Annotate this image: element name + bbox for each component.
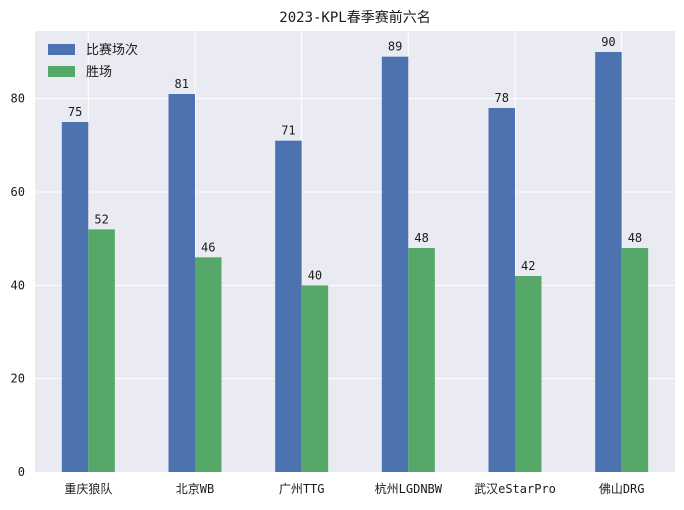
value-label-series-0-5: 90 xyxy=(601,35,615,49)
x-tick-label: 武汉eStarPro xyxy=(474,482,556,496)
x-tick-layer: 重庆狼队 北京WB 广州TTG 杭州LGDNBW 武汉eStarPro 佛山DRG xyxy=(64,481,644,496)
bar-series-1-3 xyxy=(408,248,435,472)
legend-label-series-1: 胜场 xyxy=(86,65,112,80)
x-tick-label: 佛山DRG xyxy=(599,482,645,496)
y-tick-label: 40 xyxy=(11,278,25,292)
legend-label-series-0: 比赛场次 xyxy=(86,42,138,58)
legend: 比赛场次 胜场 xyxy=(48,42,138,80)
legend-swatch-series-1 xyxy=(48,66,75,77)
value-label-series-1-5: 48 xyxy=(628,231,642,245)
legend-swatch-series-0 xyxy=(48,44,75,55)
plot-area xyxy=(35,31,675,472)
value-label-series-0-0: 75 xyxy=(68,105,82,119)
bar-series-0-1 xyxy=(168,94,195,472)
bar-series-0-2 xyxy=(275,140,302,472)
x-tick-label: 北京WB xyxy=(176,482,214,496)
bar-series-1-0 xyxy=(88,229,115,472)
bar-series-1-4 xyxy=(515,276,542,472)
value-label-series-0-2: 71 xyxy=(281,124,295,138)
bar-layer xyxy=(61,52,649,473)
x-tick-label: 广州TTG xyxy=(279,482,325,496)
y-tick-label: 0 xyxy=(18,465,25,479)
value-label-series-1-0: 52 xyxy=(94,212,108,226)
y-tick-label: 80 xyxy=(11,92,25,106)
y-tick-label: 20 xyxy=(11,372,25,386)
bar-series-1-1 xyxy=(195,257,222,472)
chart-title: 2023-KPL春季赛前六名 xyxy=(279,9,430,26)
bar-series-1-5 xyxy=(621,248,649,472)
y-tick-layer: 0 20 40 60 80 xyxy=(11,92,25,479)
value-label-series-1-3: 48 xyxy=(414,231,428,245)
x-tick-label: 重庆狼队 xyxy=(64,481,112,496)
value-label-layer: 75 81 71 89 78 90 52 46 40 48 42 48 xyxy=(68,35,642,282)
y-tick-label: 60 xyxy=(11,185,25,199)
bar-series-1-2 xyxy=(301,285,329,472)
value-label-series-1-1: 46 xyxy=(201,240,215,254)
value-label-series-0-3: 89 xyxy=(388,40,402,54)
bar-series-0-3 xyxy=(381,56,409,473)
bar-series-0-4 xyxy=(488,108,515,472)
value-label-series-0-1: 81 xyxy=(175,77,189,91)
value-label-series-1-2: 40 xyxy=(308,268,322,282)
x-tick-label: 杭州LGDNBW xyxy=(375,481,443,496)
value-label-series-0-4: 78 xyxy=(495,91,509,105)
bar-series-0-5 xyxy=(595,52,622,472)
value-label-series-1-4: 42 xyxy=(521,259,535,273)
bar-series-0-0 xyxy=(61,122,89,472)
